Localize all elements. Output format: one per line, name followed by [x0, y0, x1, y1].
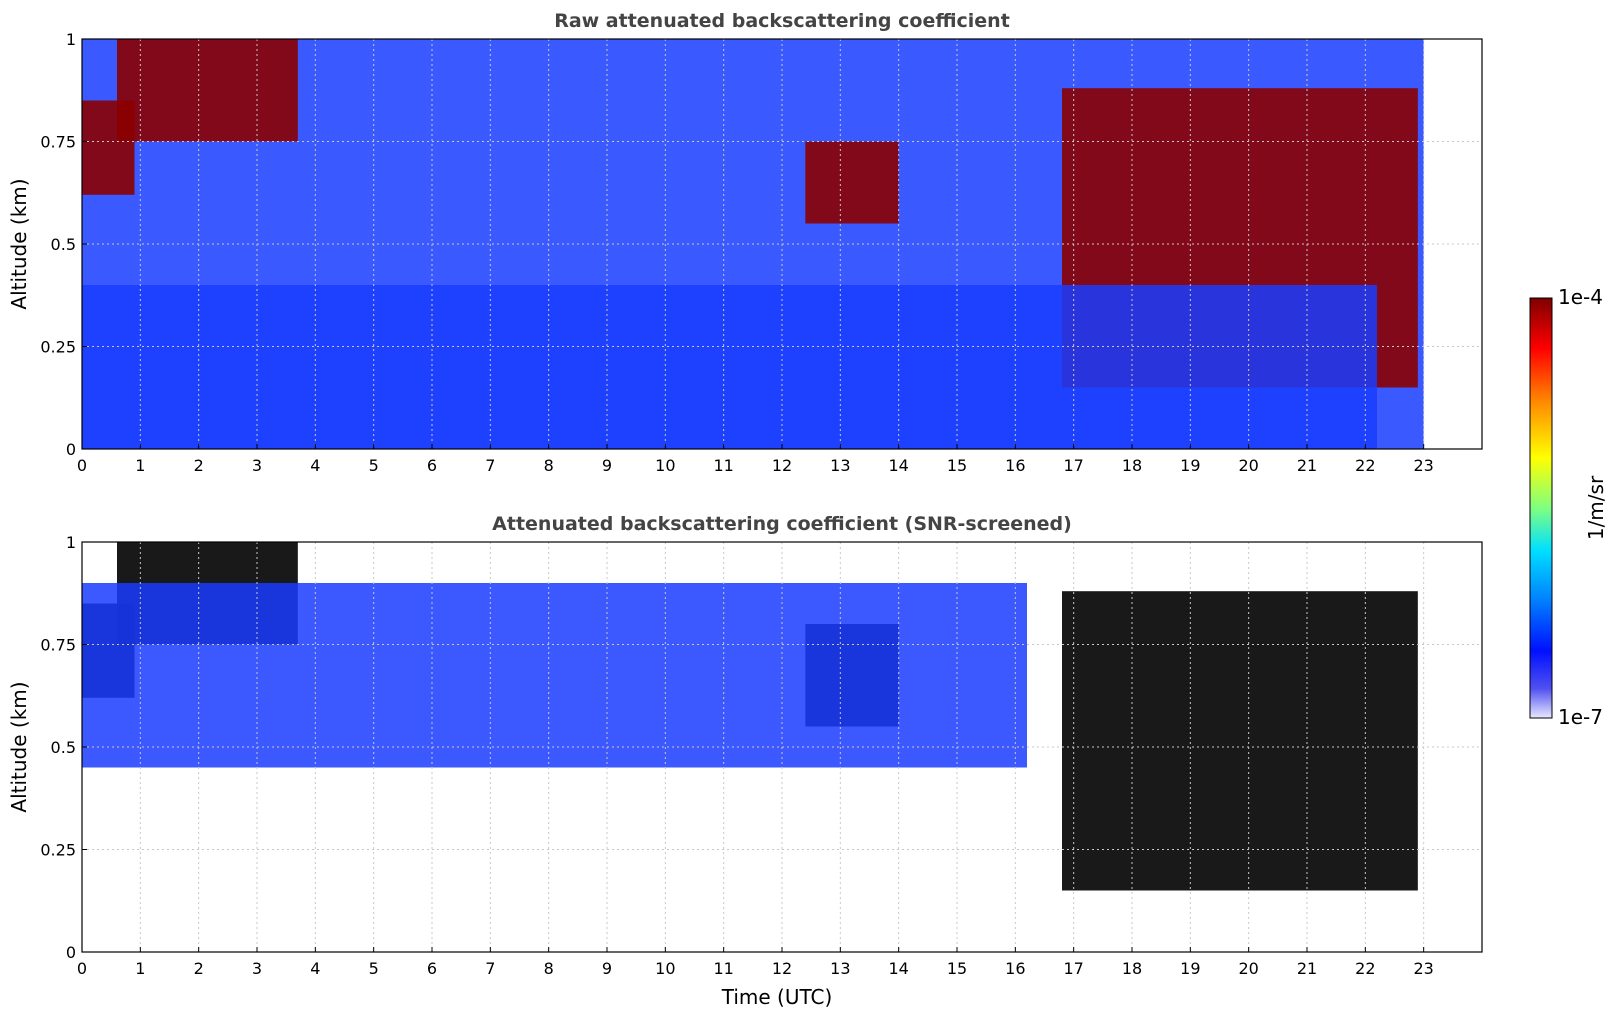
x-tick-label: 2 — [194, 959, 204, 978]
x-tick-label: 16 — [1005, 959, 1025, 978]
panel-screened-heatmap — [82, 542, 1424, 952]
x-tick-label: 5 — [369, 959, 379, 978]
panel-screened-x-label: Time (UTC) — [721, 985, 833, 1009]
x-tick-label: 23 — [1413, 959, 1433, 978]
x-tick-label: 4 — [310, 959, 320, 978]
x-tick-label: 22 — [1355, 959, 1375, 978]
x-tick-label: 22 — [1355, 456, 1375, 475]
x-tick-label: 23 — [1413, 456, 1433, 475]
panel-raw: Raw attenuated backscattering coefficien… — [7, 10, 1483, 475]
x-tick-label: 10 — [655, 959, 675, 978]
colorbar-max-label: 1e-4 — [1558, 285, 1603, 309]
colorbar-gradient — [1529, 297, 1553, 719]
x-tick-label: 13 — [830, 456, 850, 475]
x-tick-label: 17 — [1063, 959, 1083, 978]
y-tick-label: 1 — [66, 30, 76, 49]
x-tick-label: 9 — [602, 959, 612, 978]
panel-raw-heatmap — [82, 39, 1424, 449]
y-tick-label: 1 — [66, 533, 76, 552]
panel-raw-y-ticks: 0 0.25 0.5 0.75 1 — [40, 30, 87, 459]
x-tick-label: 18 — [1122, 959, 1142, 978]
x-tick-label: 21 — [1297, 959, 1317, 978]
x-tick-label: 14 — [888, 959, 908, 978]
x-tick-label: 1 — [135, 959, 145, 978]
x-tick-label: 15 — [947, 456, 967, 475]
y-tick-label: 0.25 — [40, 338, 76, 357]
colorbar-unit-label: 1/m/sr — [1584, 475, 1608, 540]
y-tick-label: 0.75 — [40, 636, 76, 655]
heatmap-cloud — [805, 141, 899, 224]
heatmap-boundary-layer — [82, 285, 1377, 449]
y-tick-label: 0.25 — [40, 841, 76, 860]
x-tick-label: 8 — [544, 456, 554, 475]
x-tick-label: 13 — [830, 959, 850, 978]
x-tick-label: 7 — [485, 959, 495, 978]
panel-raw-title: Raw attenuated backscattering coefficien… — [554, 10, 1010, 32]
x-tick-label: 20 — [1238, 959, 1258, 978]
x-tick-label: 21 — [1297, 456, 1317, 475]
x-tick-label: 5 — [369, 456, 379, 475]
x-tick-label: 6 — [427, 456, 437, 475]
x-tick-label: 10 — [655, 456, 675, 475]
x-tick-label: 16 — [1005, 456, 1025, 475]
x-tick-label: 12 — [772, 456, 792, 475]
panel-raw-grid — [81, 38, 1482, 450]
x-tick-label: 2 — [194, 456, 204, 475]
x-tick-label: 19 — [1180, 456, 1200, 475]
panel-screened: Attenuated backscattering coefficient (S… — [7, 513, 1483, 1009]
x-tick-label: 1 — [135, 456, 145, 475]
colorbar: 1e-4 1e-7 1/m/sr — [1529, 285, 1608, 729]
heatmap-screened-layer-top — [82, 583, 1027, 768]
panel-screened-x-ticks: 0 1 2 3 4 5 6 7 8 9 10 11 12 13 14 15 16 17 18 19 20 21 22 23 — [77, 947, 1434, 978]
x-tick-label: 3 — [252, 456, 262, 475]
panel-raw-x-ticks: 0 1 2 3 4 5 6 7 8 9 10 11 12 13 14 15 16 17 18 19 20 21 22 23 — [77, 444, 1434, 475]
x-tick-label: 11 — [713, 959, 733, 978]
y-tick-label: 0 — [66, 440, 76, 459]
x-tick-label: 18 — [1122, 456, 1142, 475]
x-tick-label: 0 — [77, 456, 87, 475]
y-tick-label: 0.75 — [40, 133, 76, 152]
x-tick-label: 0 — [77, 959, 87, 978]
x-tick-label: 19 — [1180, 959, 1200, 978]
y-tick-label: 0 — [66, 943, 76, 962]
x-tick-label: 17 — [1063, 456, 1083, 475]
x-tick-label: 7 — [485, 456, 495, 475]
y-tick-label: 0.5 — [51, 235, 76, 254]
x-tick-label: 4 — [310, 456, 320, 475]
x-tick-label: 3 — [252, 959, 262, 978]
x-tick-label: 9 — [602, 456, 612, 475]
x-tick-label: 11 — [713, 456, 733, 475]
heatmap-cloud — [1062, 591, 1418, 891]
x-tick-label: 8 — [544, 959, 554, 978]
x-tick-label: 15 — [947, 959, 967, 978]
y-tick-label: 0.5 — [51, 738, 76, 757]
x-tick-label: 20 — [1238, 456, 1258, 475]
colorbar-min-label: 1e-7 — [1558, 705, 1603, 729]
x-tick-label: 6 — [427, 959, 437, 978]
panel-screened-y-label: Altitude (km) — [7, 681, 31, 812]
panel-raw-y-label: Altitude (km) — [7, 178, 31, 309]
heatmap-cloud — [117, 39, 298, 142]
x-tick-label: 14 — [888, 456, 908, 475]
x-tick-label: 12 — [772, 959, 792, 978]
panel-screened-title: Attenuated backscattering coefficient (S… — [492, 513, 1072, 535]
panel-screened-y-ticks: 0 0.25 0.5 0.75 1 — [40, 533, 87, 962]
